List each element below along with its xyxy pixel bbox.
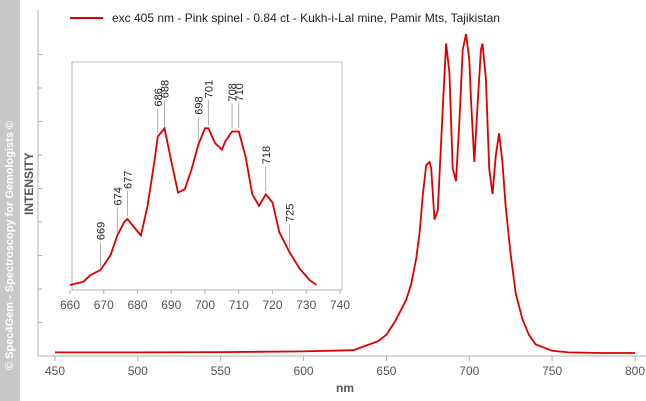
main-x-tick-label: 500 [128, 364, 148, 378]
main-x-tick-label: 700 [459, 364, 479, 378]
peak-label: 708 [227, 83, 239, 101]
x-axis-title: nm [336, 381, 354, 395]
inset-x-tick-label: 720 [262, 298, 282, 312]
y-axis-title: INTENSITY [22, 152, 36, 215]
main-series-line [55, 33, 635, 354]
peak-label: 674 [112, 187, 124, 205]
peak-label: 677 [122, 171, 134, 189]
legend-label: exc 405 nm - Pink spinel - 0.84 ct - Kuk… [112, 11, 500, 25]
inset-x-tick-label: 670 [94, 298, 114, 312]
main-x-ticks: 450 500 550 600 650 700 750 800 [45, 356, 645, 378]
peak-label: 725 [284, 204, 296, 222]
inset-x-tick-label: 680 [127, 298, 147, 312]
peak-label: 710 [234, 83, 246, 101]
main-x-tick-label: 550 [211, 364, 231, 378]
main-x-tick-label: 750 [542, 364, 562, 378]
inset-x-tick-label: 660 [60, 298, 80, 312]
main-y-ticks [38, 54, 42, 357]
main-x-tick-label: 600 [294, 364, 314, 378]
peak-label: 701 [203, 80, 215, 98]
inset-x-tick-label: 730 [296, 298, 316, 312]
main-x-tick-label: 650 [376, 364, 396, 378]
peak-label: 698 [193, 96, 205, 114]
watermark-bar [0, 0, 20, 401]
main-x-tick-label: 450 [45, 364, 65, 378]
main-x-tick-label: 800 [625, 364, 645, 378]
inset-series-line [69, 126, 317, 286]
inset-x-tick-label: 690 [161, 298, 181, 312]
peak-label: 718 [261, 146, 273, 164]
peak-label: 669 [95, 222, 107, 240]
watermark-text: © Spec4Gem - Spectroscopy for Gemologist… [4, 121, 16, 370]
inset-frame [71, 61, 343, 291]
inset-x-tick-label: 700 [195, 298, 215, 312]
inset-x-ticks: 660 670 680 690 700 710 720 730 740 [60, 290, 350, 312]
inset-x-tick-label: 710 [229, 298, 249, 312]
peak-label: 686 [153, 88, 165, 106]
inset-x-tick-label: 740 [330, 298, 350, 312]
peak-label: 688 [160, 80, 172, 98]
